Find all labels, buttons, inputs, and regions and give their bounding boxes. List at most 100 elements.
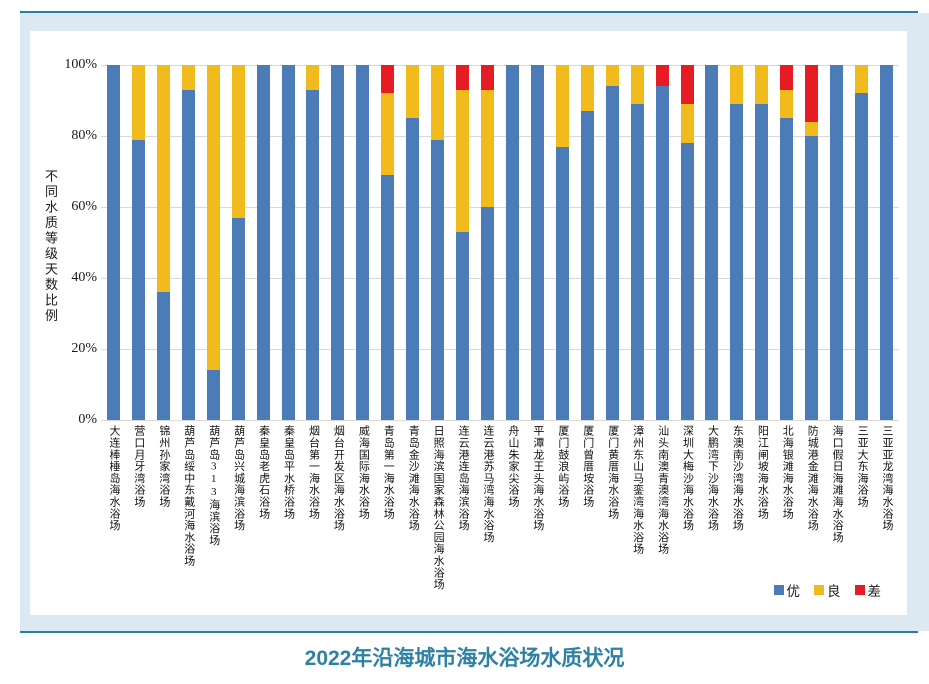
- x-axis-label: 汕头南澳青澳湾海水浴场: [656, 425, 669, 555]
- bar-segment-poor: [655, 65, 669, 87]
- bar-segment-good: [131, 65, 145, 140]
- stacked-bar: [481, 65, 495, 420]
- bar-segment-good: [156, 65, 170, 293]
- bar-3: [151, 65, 176, 420]
- x-axis-label: 连云港连岛海滨浴场: [457, 425, 470, 532]
- legend-item-excellent: 优: [773, 580, 801, 600]
- x-label-slot: 阳江闸坡海水浴场: [749, 425, 774, 611]
- bar-segment-excellent: [555, 146, 569, 420]
- bar-segment-excellent: [156, 292, 170, 420]
- x-axis-label: 平潭龙王头海水浴场: [531, 425, 544, 532]
- bar-segment-excellent: [256, 65, 270, 420]
- bar-segment-excellent: [780, 118, 794, 420]
- gridline-60: [101, 207, 899, 208]
- top-divider: [20, 11, 918, 13]
- stacked-bar: [131, 65, 145, 420]
- bar-4: [176, 65, 201, 420]
- x-axis-label: 三亚亚龙湾海水浴场: [881, 425, 894, 532]
- x-axis-label: 葫芦岛兴城海滨浴场: [232, 425, 245, 532]
- bar-segment-excellent: [231, 217, 245, 420]
- bar-segment-poor: [780, 65, 794, 90]
- bar-segment-excellent: [730, 104, 744, 420]
- x-label-slot: 葫芦岛兴城海滨浴场: [226, 425, 251, 611]
- bar-8: [276, 65, 301, 420]
- x-label-slot: 海口假日海滩海水浴场: [824, 425, 849, 611]
- x-axis-label: 秦皇岛平水桥浴场: [282, 425, 295, 520]
- x-label-slot: 连云港苏马湾海水浴场: [475, 425, 500, 611]
- bar-16: [475, 65, 500, 420]
- x-label-slot: 三亚大东海浴场: [849, 425, 874, 611]
- x-label-slot: 舟山朱家尖浴场: [500, 425, 525, 611]
- bar-segment-good: [206, 65, 220, 371]
- bar-segment-excellent: [356, 65, 370, 420]
- x-label-slot: 厦门曾厝垵浴场: [575, 425, 600, 611]
- bar-segment-excellent: [755, 104, 769, 420]
- legend-label-poor: 差: [867, 584, 882, 599]
- bar-29: [799, 65, 824, 420]
- stacked-bar: [805, 65, 819, 420]
- bar-segment-good: [580, 65, 594, 112]
- x-label-slot: 漳州东山马銮湾海水浴场: [625, 425, 650, 611]
- bar-segment-excellent: [880, 65, 894, 420]
- stacked-bar: [306, 65, 320, 420]
- legend-swatch-good: [814, 585, 824, 595]
- bars-container: [101, 65, 899, 420]
- stacked-bar: [231, 65, 245, 420]
- stacked-bar: [555, 65, 569, 420]
- bar-23: [650, 65, 675, 420]
- bottom-divider: [20, 631, 918, 633]
- x-label-slot: 日照海滨国家森林公园海水浴场: [425, 425, 450, 611]
- x-axis-label: 北海银滩海水浴场: [781, 425, 794, 520]
- x-axis-label: 厦门曾厝垵浴场: [581, 425, 594, 508]
- x-axis-label: 大连棒棰岛海水浴场: [107, 425, 120, 532]
- bar-segment-good: [456, 89, 470, 232]
- bar-segment-excellent: [630, 104, 644, 420]
- bar-27: [749, 65, 774, 420]
- bar-32: [874, 65, 899, 420]
- bar-6: [226, 65, 251, 420]
- bar-segment-excellent: [306, 89, 320, 420]
- x-label-slot: 烟台开发区海水浴场: [325, 425, 350, 611]
- x-axis-label: 三亚大东海浴场: [856, 425, 869, 508]
- y-axis-tick-labels: 0% 20% 40% 60% 80% 100%: [30, 31, 97, 615]
- stacked-bar: [256, 65, 270, 420]
- x-label-slot: 防城港金滩海水浴场: [799, 425, 824, 611]
- gridline-80: [101, 136, 899, 137]
- bar-20: [575, 65, 600, 420]
- bar-10: [325, 65, 350, 420]
- stacked-bar: [331, 65, 345, 420]
- bar-25: [700, 65, 725, 420]
- bar-segment-excellent: [705, 65, 719, 420]
- stacked-bar: [156, 65, 170, 420]
- x-label-slot: 营口月牙湾浴场: [126, 425, 151, 611]
- bar-segment-good: [555, 65, 569, 147]
- stacked-bar: [381, 65, 395, 420]
- bar-segment-poor: [381, 65, 395, 94]
- x-axis-label: 连云港苏马湾海水浴场: [482, 425, 495, 543]
- gridline-40: [101, 278, 899, 279]
- bar-segment-excellent: [605, 86, 619, 420]
- gridline-100: [101, 65, 899, 66]
- stacked-bar: [206, 65, 220, 420]
- y-tick-label: 0%: [78, 412, 97, 427]
- x-label-slot: 三亚亚龙湾海水浴场: [874, 425, 899, 611]
- x-label-slot: 秦皇岛老虎石浴场: [251, 425, 276, 611]
- x-axis-label: 营口月牙湾浴场: [132, 425, 145, 508]
- stacked-bar: [356, 65, 370, 420]
- bar-segment-excellent: [805, 136, 819, 420]
- bar-14: [425, 65, 450, 420]
- bar-segment-excellent: [456, 231, 470, 420]
- x-axis-label: 深圳大梅沙海水浴场: [681, 425, 694, 532]
- bar-segment-good: [181, 65, 195, 90]
- bar-segment-excellent: [131, 139, 145, 420]
- stacked-bar: [680, 65, 694, 420]
- bar-28: [774, 65, 799, 420]
- x-axis-label: 秦皇岛老虎石浴场: [257, 425, 270, 520]
- bar-segment-excellent: [830, 65, 844, 420]
- x-axis-label: 漳州东山马銮湾海水浴场: [631, 425, 644, 555]
- x-label-slot: 深圳大梅沙海水浴场: [675, 425, 700, 611]
- bar-31: [849, 65, 874, 420]
- legend-label-excellent: 优: [786, 584, 801, 599]
- x-axis-label: 日照海滨国家森林公园海水浴场: [432, 425, 445, 591]
- bar-segment-good: [481, 89, 495, 207]
